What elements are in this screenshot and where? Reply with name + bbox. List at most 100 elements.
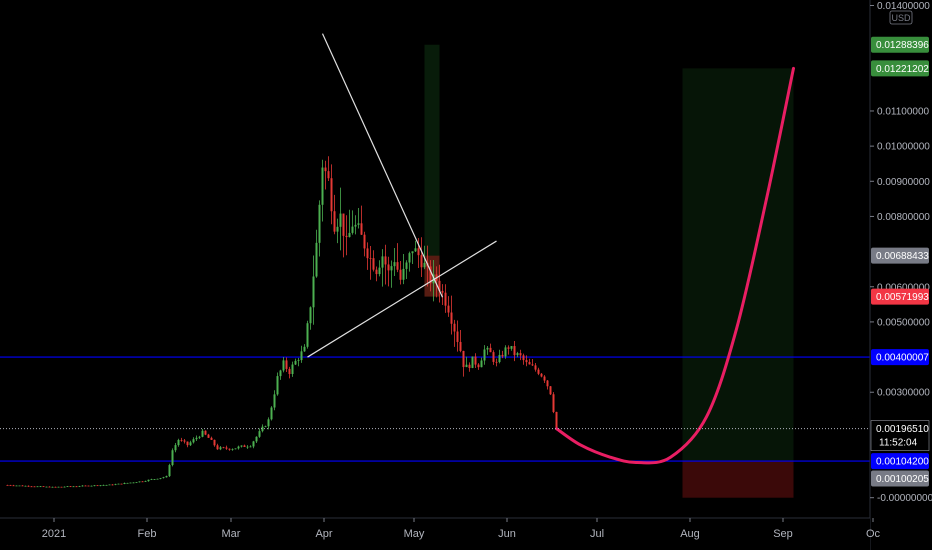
candle-body <box>318 204 321 243</box>
candle-body <box>183 440 186 442</box>
candle-body <box>297 360 300 361</box>
candle-body <box>48 486 51 488</box>
candle-body <box>24 485 27 487</box>
candle-body <box>474 356 477 365</box>
candle-body <box>456 331 459 342</box>
trend-lines[interactable] <box>307 33 497 358</box>
candle-body <box>399 269 402 280</box>
candle-body <box>87 485 90 487</box>
last-price-badge: 0.00196510 11:52:04 <box>870 420 930 451</box>
candle-body <box>282 360 285 371</box>
candle-body <box>81 485 84 487</box>
candle-body <box>27 485 30 487</box>
price-badge-bg <box>871 36 929 53</box>
trend-line[interactable] <box>321 33 444 298</box>
candle-body <box>6 485 9 486</box>
candle-body <box>36 486 39 488</box>
candle-body <box>249 446 252 448</box>
candle-body <box>177 439 180 446</box>
candle-body <box>357 223 360 225</box>
price-badge-bg <box>871 349 929 366</box>
candle-body <box>90 485 93 487</box>
price-tick-label: 0.00600000 <box>877 282 930 293</box>
candle-body <box>411 251 414 254</box>
candle-body <box>18 485 21 487</box>
candle-body <box>189 442 192 446</box>
candle-body <box>255 436 258 442</box>
candle-body <box>114 484 117 486</box>
candle-body <box>543 376 546 381</box>
candle-body <box>390 266 393 271</box>
candle-body <box>402 268 405 280</box>
small-position-profit-zone[interactable] <box>424 44 440 297</box>
candle-body <box>546 380 549 387</box>
time-axis-panel[interactable] <box>0 518 870 550</box>
price-tick-label: 0.01400000 <box>877 1 930 12</box>
candle-body <box>501 354 504 357</box>
candle-body <box>492 352 495 362</box>
candle-body <box>210 437 213 440</box>
candle-body <box>321 167 324 205</box>
candle-body <box>396 262 399 270</box>
long-position-profit-zone[interactable] <box>682 68 794 462</box>
candle-body <box>135 482 138 484</box>
price-tick-label: 0.00800000 <box>877 212 930 223</box>
candle-body <box>516 353 519 356</box>
candle-body <box>459 341 462 351</box>
candle-body <box>207 434 210 438</box>
candle-body <box>264 426 267 428</box>
candle-body <box>159 477 162 479</box>
projection-curve[interactable] <box>555 66 795 465</box>
candle-body <box>126 482 129 484</box>
candle-body <box>372 258 375 270</box>
candle-body <box>324 167 327 172</box>
candle-body <box>120 483 123 485</box>
candle-body <box>306 323 309 347</box>
time-tick-label: May <box>404 528 425 540</box>
candle-body <box>408 253 411 263</box>
candle-body <box>288 368 291 374</box>
candle-body <box>102 485 105 486</box>
candle-body <box>552 394 555 412</box>
currency-label-group[interactable]: USD <box>889 10 913 25</box>
candle-body <box>453 323 456 332</box>
long-position-loss-zone[interactable] <box>682 461 794 498</box>
candle-body <box>15 485 18 487</box>
candle-body <box>510 346 513 349</box>
candle-body <box>333 211 336 232</box>
horizontal-lines[interactable] <box>0 356 870 462</box>
candle-body <box>417 248 420 256</box>
candle-body <box>108 484 111 486</box>
trend-line[interactable] <box>307 240 497 358</box>
time-tick-label: Sep <box>773 528 793 540</box>
time-axis-ticks: 2021 Feb Mar Apr May Jun Jul Aug Sep Oc <box>42 518 881 540</box>
candle-body <box>537 369 540 374</box>
currency-label-bg <box>889 10 913 25</box>
candle-body <box>303 346 306 352</box>
candle-body <box>174 445 177 451</box>
candle-body <box>462 350 465 368</box>
countdown-label: 11:52:04 <box>879 438 918 449</box>
candle-body <box>471 356 474 368</box>
candle-body <box>39 486 42 488</box>
candle-body <box>225 447 228 449</box>
price-badge-label: 0.00688433 <box>876 251 929 262</box>
last-price-badge-bg <box>870 420 930 451</box>
candle-body <box>93 485 96 487</box>
candle-body <box>69 486 72 488</box>
candle-body <box>219 447 222 450</box>
time-tick-label: Feb <box>138 528 157 540</box>
candle-body <box>123 482 126 484</box>
candle-body <box>330 178 333 212</box>
candle-body <box>138 481 141 483</box>
candle-body <box>360 223 363 235</box>
candle-body <box>267 419 270 427</box>
currency-label: USD <box>891 13 911 23</box>
time-tick-label: Jun <box>498 528 516 540</box>
price-tick-label: 0.00500000 <box>877 317 930 328</box>
candle-body <box>285 360 288 369</box>
candle-body <box>96 485 99 487</box>
price-badge-label: 0.00100205 <box>876 474 929 485</box>
